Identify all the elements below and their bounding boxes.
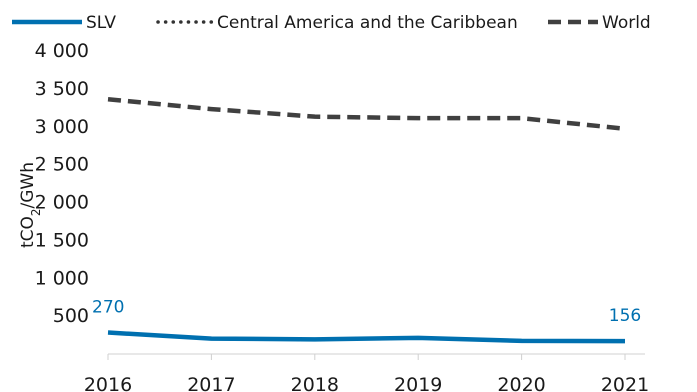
data-labels: 270 156 — [92, 298, 641, 327]
y-tick-label-3000: 3 000 — [35, 116, 89, 138]
x-tick-label-2019: 2019 — [394, 374, 442, 392]
y-tick-label-2000: 2 000 — [35, 192, 89, 214]
y-tick-label-500: 500 — [53, 305, 89, 327]
y-axis-title: tCO2/GWh — [18, 162, 43, 248]
series-line-slv — [107, 330, 626, 344]
data-label-slv-2016: 270 — [92, 298, 124, 318]
x-tick-label-2020: 2020 — [497, 374, 545, 392]
y-axis-label: tCO2/GWh — [18, 162, 43, 248]
y-tick-label-1000: 1 000 — [35, 267, 89, 289]
series-lines — [107, 96, 626, 344]
x-tick-label-2017: 2017 — [187, 374, 235, 392]
legend: SLV Central America and the Caribbean Worl… — [12, 13, 651, 33]
legend-label-slv: SLV — [86, 13, 116, 33]
y-tick-label-4000: 4 000 — [35, 40, 89, 62]
legend-label-central-america-and-the-caribbean: Central America and the Caribbean — [217, 13, 518, 33]
x-tick-label-2018: 2018 — [291, 374, 339, 392]
data-label-slv-2021: 156 — [609, 306, 641, 326]
x-axis: 2016 2017 2018 2019 2020 2021 — [84, 353, 649, 392]
y-tick-label-1500: 1 500 — [35, 229, 89, 251]
series-line-world — [107, 96, 626, 132]
y-tick-label-3500: 3 500 — [35, 78, 89, 100]
y-tick-label-2500: 2 500 — [35, 154, 89, 176]
x-tick-label-2016: 2016 — [84, 374, 132, 392]
x-tick-label-2021: 2021 — [601, 374, 649, 392]
y-axis: 500 1 000 1 500 2 000 2 500 3 000 3 500 4 000 — [35, 40, 89, 327]
legend-label-world: World — [602, 13, 651, 33]
